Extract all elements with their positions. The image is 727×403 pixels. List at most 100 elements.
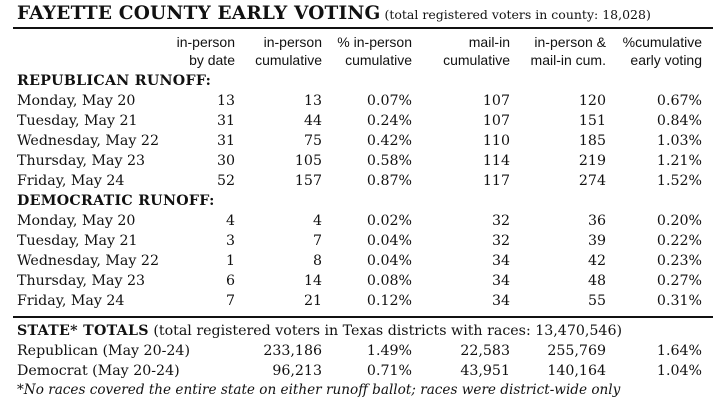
table-cell: 110 xyxy=(482,133,510,149)
table-cell: 21 xyxy=(303,293,322,309)
table-cell: 0.87% xyxy=(366,173,412,189)
header-inperson-mailin-cum: in-person & mail-in cum. xyxy=(530,34,606,68)
row-label: Wednesday, May 22 xyxy=(17,133,159,149)
row-label: Thursday, May 23 xyxy=(17,153,146,169)
table-cell: 13 xyxy=(303,93,322,109)
row-label: Tuesday, May 21 xyxy=(17,113,138,129)
table-cell: 0.04% xyxy=(366,233,412,249)
header-inperson-cumulative: in-person cumulative xyxy=(255,34,322,68)
state-total-row: Democrat (May 20-24) 96,213 0.71% 43,951 140… xyxy=(0,361,727,381)
table-cell: 157 xyxy=(294,173,322,189)
table-cell: 22,583 xyxy=(460,343,510,359)
table-row: Tuesday, May 21 31 44 0.24% 107 151 0.84% xyxy=(0,111,727,131)
table-cell: 0.12% xyxy=(366,293,412,309)
table-cell: 140,164 xyxy=(547,363,606,379)
table-row: Monday, May 20 4 4 0.02% 32 36 0.20% xyxy=(0,211,727,231)
row-label: Wednesday, May 22 xyxy=(17,253,159,269)
table-cell: 13 xyxy=(216,93,235,109)
table-cell: 117 xyxy=(482,173,510,189)
table-cell: 1.49% xyxy=(366,343,412,359)
title-note: (total registered voters in county: 18,0… xyxy=(384,7,651,22)
table-cell: 0.04% xyxy=(366,253,412,269)
table-cell: 7 xyxy=(312,233,322,249)
table-cell: 105 xyxy=(294,153,322,169)
table-cell: 44 xyxy=(303,113,322,129)
table-cell: 0.07% xyxy=(366,93,412,109)
table-cell: 0.02% xyxy=(366,213,412,229)
table-cell: 6 xyxy=(225,273,235,289)
table-row: Thursday, May 23 6 14 0.08% 34 48 0.27% xyxy=(0,271,727,291)
table-cell: 114 xyxy=(482,153,510,169)
table-cell: 52 xyxy=(216,173,235,189)
table-cell: 1.04% xyxy=(656,363,702,379)
table-cell: 75 xyxy=(303,133,322,149)
footnote: *No races covered the entire state on ei… xyxy=(17,382,621,398)
table-cell: 31 xyxy=(216,113,235,129)
row-label: Tuesday, May 21 xyxy=(17,233,138,249)
table-cell: 0.20% xyxy=(656,213,702,229)
table-cell: 0.08% xyxy=(366,273,412,289)
table-cell: 30 xyxy=(216,153,235,169)
table-cell: 0.22% xyxy=(656,233,702,249)
row-label: Democrat (May 20-24) xyxy=(17,363,180,379)
table-cell: 42 xyxy=(587,253,606,269)
section-republican-runoff: REPUBLICAN RUNOFF: xyxy=(17,73,212,89)
table-cell: 32 xyxy=(491,213,510,229)
table-cell: 0.23% xyxy=(656,253,702,269)
top-rule xyxy=(13,27,713,29)
row-label: Friday, May 24 xyxy=(17,293,125,309)
header-pct-inperson-cumulative: % in-person cumulative xyxy=(337,34,412,68)
table-cell: 0.71% xyxy=(366,363,412,379)
table-row: Wednesday, May 22 31 75 0.42% 110 185 1.03% xyxy=(0,131,727,151)
table-cell: 1.52% xyxy=(656,173,702,189)
table-cell: 3 xyxy=(225,233,235,249)
mid-rule xyxy=(13,316,713,318)
table-cell: 36 xyxy=(587,213,606,229)
table-cell: 39 xyxy=(587,233,606,249)
title-row: FAYETTE COUNTY EARLY VOTING (total regist… xyxy=(17,3,651,24)
table-cell: 32 xyxy=(491,233,510,249)
row-label: Friday, May 24 xyxy=(17,173,125,189)
table-cell: 4 xyxy=(312,213,322,229)
table-cell: 0.42% xyxy=(366,133,412,149)
table-cell: 233,186 xyxy=(263,343,322,359)
table-cell: 219 xyxy=(578,153,606,169)
table-cell: 151 xyxy=(578,113,606,129)
table-cell: 185 xyxy=(578,133,606,149)
page-title: FAYETTE COUNTY EARLY VOTING xyxy=(17,3,381,24)
table-cell: 1.64% xyxy=(656,343,702,359)
state-totals-note: (total registered voters in Texas distri… xyxy=(153,323,623,339)
table-cell: 255,769 xyxy=(547,343,606,359)
table-cell: 34 xyxy=(491,273,510,289)
table-cell: 34 xyxy=(491,293,510,309)
table-row: Friday, May 24 52 157 0.87% 117 274 1.52% xyxy=(0,171,727,191)
state-totals-line: STATE* TOTALS (total registered voters i… xyxy=(17,321,622,341)
state-totals-heading: STATE* TOTALS xyxy=(17,323,149,339)
table-cell: 274 xyxy=(578,173,606,189)
table-cell: 0.58% xyxy=(366,153,412,169)
header-mailin-cumulative: mail-in cumulative xyxy=(443,34,510,68)
section-democratic-runoff: DEMOCRATIC RUNOFF: xyxy=(17,193,215,209)
header-pct-cumulative-early: %cumulative early voting xyxy=(622,34,702,68)
table-row: Thursday, May 23 30 105 0.58% 114 219 1.21% xyxy=(0,151,727,171)
table-cell: 31 xyxy=(216,133,235,149)
table-cell: 0.84% xyxy=(656,113,702,129)
table-cell: 1 xyxy=(225,253,235,269)
table-cell: 0.31% xyxy=(656,293,702,309)
table-cell: 34 xyxy=(491,253,510,269)
table-cell: 1.21% xyxy=(656,153,702,169)
table-row: Monday, May 20 13 13 0.07% 107 120 0.67% xyxy=(0,91,727,111)
table-row: Wednesday, May 22 1 8 0.04% 34 42 0.23% xyxy=(0,251,727,271)
row-label: Republican (May 20-24) xyxy=(17,343,190,359)
table-cell: 96,213 xyxy=(272,363,322,379)
table-cell: 120 xyxy=(578,93,606,109)
table-cell: 55 xyxy=(587,293,606,309)
table-row: Tuesday, May 21 3 7 0.04% 32 39 0.22% xyxy=(0,231,727,251)
table-cell: 107 xyxy=(482,93,510,109)
table-cell: 7 xyxy=(225,293,235,309)
table-row: Friday, May 24 7 21 0.12% 34 55 0.31% xyxy=(0,291,727,311)
table-cell: 48 xyxy=(587,273,606,289)
table-cell: 4 xyxy=(225,213,235,229)
table-cell: 1.03% xyxy=(656,133,702,149)
